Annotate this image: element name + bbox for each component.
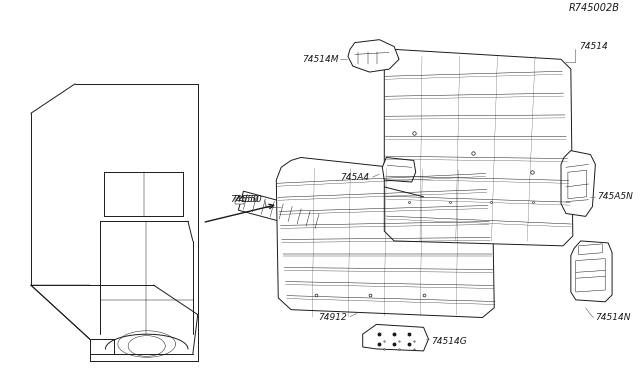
Text: 745A5N: 745A5N bbox=[597, 192, 633, 201]
Polygon shape bbox=[234, 198, 244, 204]
Text: 74514G: 74514G bbox=[431, 337, 467, 346]
Text: 74514: 74514 bbox=[579, 42, 607, 51]
Text: R745002B: R745002B bbox=[569, 3, 620, 13]
Polygon shape bbox=[571, 241, 612, 302]
Text: 74550: 74550 bbox=[230, 195, 259, 204]
Polygon shape bbox=[561, 151, 595, 217]
Polygon shape bbox=[348, 40, 399, 72]
Text: 745A4: 745A4 bbox=[340, 173, 369, 182]
Polygon shape bbox=[363, 324, 428, 351]
Text: 74514M: 74514M bbox=[303, 55, 339, 64]
Text: 74912: 74912 bbox=[318, 313, 347, 322]
Polygon shape bbox=[568, 170, 586, 199]
Polygon shape bbox=[579, 244, 602, 255]
Polygon shape bbox=[382, 157, 416, 182]
Polygon shape bbox=[384, 49, 573, 246]
Polygon shape bbox=[276, 157, 494, 318]
Text: 74514N: 74514N bbox=[595, 313, 631, 322]
Polygon shape bbox=[576, 259, 605, 292]
Polygon shape bbox=[238, 191, 324, 232]
Text: 74550: 74550 bbox=[233, 195, 262, 204]
